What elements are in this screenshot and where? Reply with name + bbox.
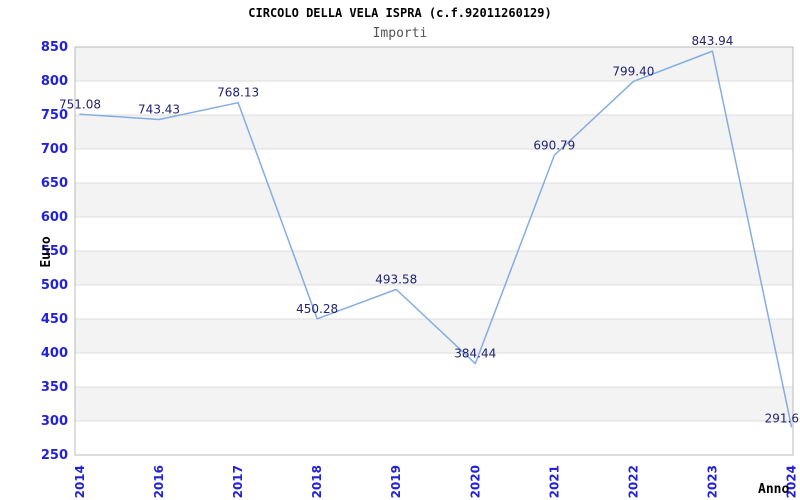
y-tick-label: 850 <box>41 40 68 55</box>
x-tick-label: 2022 <box>626 465 640 498</box>
x-tick-label: 2020 <box>468 465 482 498</box>
point-label: 493.58 <box>375 272 417 286</box>
plot-band <box>75 115 793 149</box>
x-axis-title: Anno <box>758 482 790 497</box>
y-tick-label: 700 <box>41 142 68 157</box>
y-tick-label: 650 <box>41 176 68 191</box>
x-tick-label: 2018 <box>310 465 324 498</box>
x-tick-label: 2016 <box>152 465 166 498</box>
series-line <box>79 50 793 428</box>
x-tick-label: 2021 <box>547 465 561 498</box>
y-tick-label: 500 <box>41 278 68 293</box>
point-label: 690.79 <box>533 138 575 152</box>
plot-band <box>75 251 793 285</box>
y-tick-label: 300 <box>41 414 68 429</box>
x-tick-label: 2017 <box>231 465 245 498</box>
y-tick-label: 250 <box>41 448 68 463</box>
plot-border <box>74 46 794 456</box>
chart-subtitle: Importi <box>372 26 428 41</box>
point-label: 751.08 <box>59 97 101 111</box>
x-tick-label: 2019 <box>389 465 403 498</box>
chart-title: CIRCOLO DELLA VELA ISPRA (c.f.9201126012… <box>248 6 552 20</box>
point-label: 768.13 <box>217 86 259 100</box>
plot-band <box>75 387 793 421</box>
plot-band <box>75 183 793 217</box>
y-tick-label: 800 <box>41 74 68 89</box>
x-tick-label: 2023 <box>705 465 719 498</box>
point-label: 799.40 <box>612 64 654 78</box>
y-tick-label: 450 <box>41 312 68 327</box>
y-tick-label: 550 <box>41 244 68 259</box>
y-tick-label: 400 <box>41 346 68 361</box>
y-axis-title: Euro <box>39 236 54 268</box>
plot-band <box>75 47 793 81</box>
x-tick-label: 2024 <box>785 465 799 498</box>
point-label: 291.6 <box>765 412 799 426</box>
point-label: 384.44 <box>454 347 496 361</box>
point-label: 843.94 <box>691 34 733 48</box>
y-tick-label: 750 <box>41 108 68 123</box>
x-tick-label: 2014 <box>73 465 87 498</box>
y-tick-label: 350 <box>41 380 68 395</box>
y-tick-label: 600 <box>41 210 68 225</box>
point-label: 450.28 <box>296 302 338 316</box>
point-label: 743.43 <box>138 102 180 116</box>
